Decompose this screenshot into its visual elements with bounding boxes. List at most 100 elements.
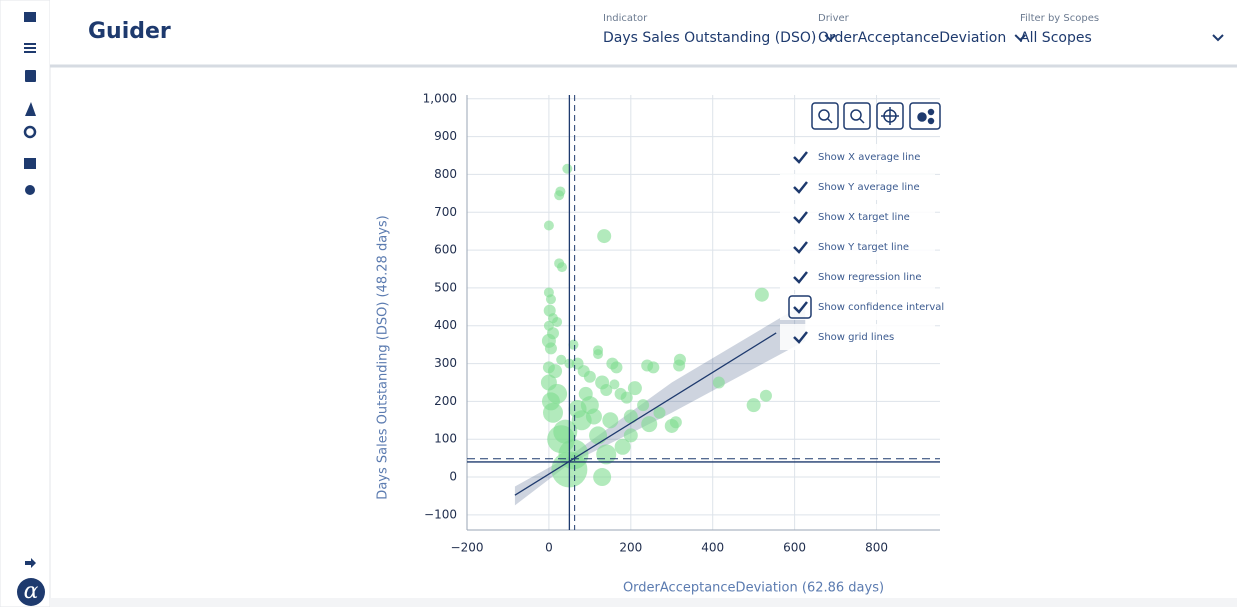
- chevron[interactable]: [824, 34, 837, 42]
- sidebar-icons: [17, 12, 45, 606]
- data-point: [557, 262, 568, 273]
- y-tick-label: 400: [434, 318, 457, 332]
- sidebar: [0, 0, 51, 608]
- zoom-in-button[interactable]: [811, 102, 839, 130]
- data-point: [554, 190, 565, 201]
- confidence-band: [514, 303, 806, 506]
- data-point: [623, 409, 638, 424]
- data-point: [596, 444, 617, 465]
- zoom-icon[interactable]: [23, 125, 37, 139]
- data-point: [552, 316, 563, 327]
- option-background: [780, 324, 935, 350]
- logo: [17, 578, 45, 606]
- zoom-out-button[interactable]: [843, 102, 871, 130]
- y-tick-label: 600: [434, 243, 457, 257]
- data-point: [627, 381, 642, 396]
- settings-button[interactable]: [909, 102, 941, 130]
- data-point: [562, 163, 573, 174]
- chevron[interactable]: [1014, 34, 1026, 42]
- page-title: Guider: [88, 19, 171, 44]
- data-point: [556, 354, 567, 365]
- data-point: [597, 229, 612, 244]
- reset-button[interactable]: [876, 102, 904, 130]
- data-point: [600, 384, 613, 397]
- filter-value[interactable]: OrderAcceptanceDeviation: [818, 30, 1006, 46]
- data-point: [543, 402, 563, 423]
- options-menu: Show X average line Show Y average line Sh…: [780, 144, 944, 350]
- data-point: [620, 391, 633, 404]
- data-point: [614, 438, 631, 455]
- data-point: [653, 406, 666, 419]
- data-point: [578, 386, 593, 401]
- header: [50, 0, 1237, 66]
- data-point: [543, 220, 554, 231]
- chevron[interactable]: [1212, 34, 1224, 42]
- filter-label: Indicator: [603, 13, 648, 24]
- data-point: [542, 361, 555, 374]
- option-label[interactable]: Show X target line: [818, 212, 910, 223]
- data-point: [589, 426, 608, 445]
- tool-icon[interactable]: [25, 102, 36, 116]
- y-tick-label: 900: [434, 129, 457, 143]
- option-label[interactable]: Show regression line: [818, 272, 921, 283]
- option-background: [780, 264, 935, 290]
- checkmark[interactable]: [793, 301, 808, 314]
- data-point: [540, 374, 557, 391]
- data-point: [746, 398, 761, 413]
- data-point: [602, 412, 619, 429]
- chart: −200 0 200 400 600 800 −100 0 100 200 300 400 500 600…: [376, 91, 940, 596]
- data-point: [568, 339, 579, 350]
- checkmark[interactable]: [793, 241, 808, 254]
- option-label[interactable]: Show confidence interval: [818, 302, 944, 313]
- option-label[interactable]: Show Y average line: [818, 182, 920, 193]
- filter-value[interactable]: All Scopes: [1020, 30, 1092, 46]
- data-point: [623, 428, 638, 443]
- calc-icon[interactable]: [25, 70, 36, 82]
- logout-icon[interactable]: [25, 558, 36, 568]
- y-tick-label: 0: [449, 470, 457, 484]
- filters: Indicator Days Sales Outstanding (DSO)Dri…: [603, 13, 1224, 46]
- data-point: [673, 359, 686, 372]
- data-point: [568, 399, 587, 418]
- data-point: [609, 379, 620, 390]
- data-point: [647, 361, 660, 374]
- checkmark[interactable]: [793, 331, 808, 344]
- option-label[interactable]: Show Y target line: [818, 242, 909, 253]
- checkmark[interactable]: [793, 151, 808, 164]
- filter-value[interactable]: Days Sales Outstanding (DSO): [603, 30, 816, 46]
- y-axis-label: Days Sales Outstanding (DSO) (48.28 days…: [376, 215, 391, 499]
- y-tick-label: 800: [434, 167, 457, 181]
- map-icon[interactable]: [24, 12, 36, 22]
- data-point: [544, 342, 557, 355]
- logo-text: α: [24, 579, 39, 604]
- data-point: [669, 416, 682, 429]
- option-background: [780, 174, 935, 200]
- menu-icon[interactable]: [24, 43, 36, 45]
- y-tick-label: 700: [434, 205, 457, 219]
- data-point: [593, 468, 612, 487]
- table-icon[interactable]: [24, 158, 36, 169]
- option-label[interactable]: Show grid lines: [818, 332, 894, 343]
- footer-strip: [50, 598, 1237, 607]
- x-tick-label: 800: [865, 541, 888, 555]
- y-tick-label: 500: [434, 280, 457, 294]
- data-point: [585, 408, 602, 425]
- option-label[interactable]: Show X average line: [818, 152, 920, 163]
- data-point: [545, 294, 556, 305]
- checkmark[interactable]: [793, 181, 808, 194]
- checkmark[interactable]: [793, 271, 808, 284]
- filter-label: Driver: [818, 13, 850, 24]
- y-tick-label: 200: [434, 394, 457, 408]
- x-tick-label: 400: [701, 541, 724, 555]
- settings-icon[interactable]: [25, 185, 35, 195]
- x-axis-label: OrderAcceptanceDeviation (62.86 days): [623, 581, 884, 596]
- y-tick-label: 100: [434, 432, 457, 446]
- data-point: [712, 376, 725, 389]
- data-point: [754, 287, 769, 302]
- x-tick-label: 0: [545, 541, 553, 555]
- option-background: [780, 144, 935, 170]
- data-point: [593, 349, 604, 360]
- checkmark[interactable]: [793, 211, 808, 224]
